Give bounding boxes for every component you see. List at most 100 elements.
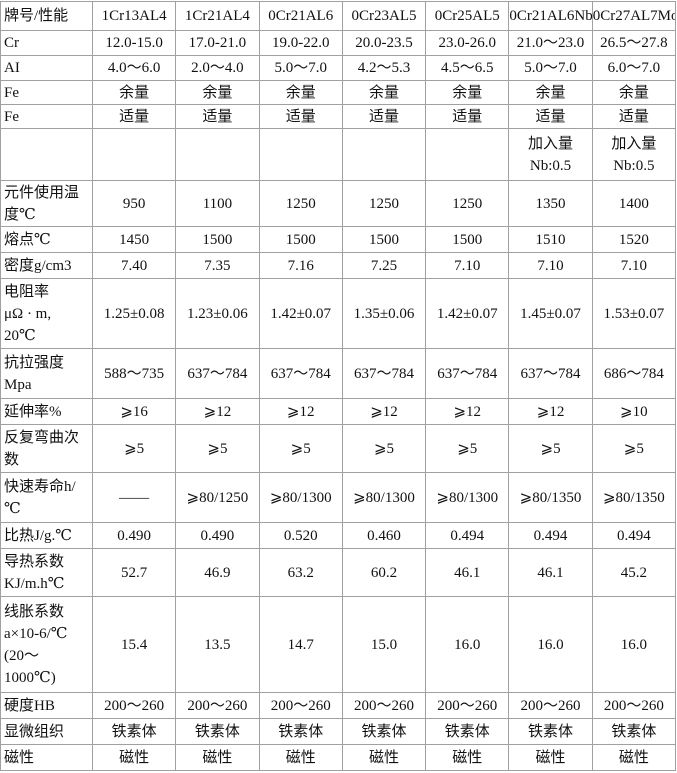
table-cell: 1350 xyxy=(508,180,593,227)
table-cell: ⩾5 xyxy=(425,424,510,473)
table-cell: 1520 xyxy=(591,226,677,253)
row-header-cell: 延伸率% xyxy=(0,398,93,425)
table-cell: 适量 xyxy=(91,104,177,129)
row-header-cell: Fe xyxy=(0,80,93,105)
table-cell: 1100 xyxy=(175,180,260,227)
table-cell: 45.2 xyxy=(591,548,677,597)
row-header-cell: Fe xyxy=(0,104,93,129)
table-cell: 铁素体 xyxy=(91,718,177,745)
table-cell: 1.42±0.07 xyxy=(425,278,510,349)
table-cell: 适量 xyxy=(341,104,427,129)
table-cell: 63.2 xyxy=(258,548,343,597)
table-cell: 950 xyxy=(91,180,177,227)
table-row: 显微组织 铁素体 铁素体 铁素体 铁素体 铁素体 铁素体 铁素体 xyxy=(0,718,677,745)
table-cell: 21.0～23.0 xyxy=(508,30,593,56)
table-cell: 磁性 xyxy=(591,744,677,771)
table-cell: 13.5 xyxy=(175,596,260,693)
table-cell: 余量 xyxy=(91,80,177,105)
row-header-cell: 元件使用温度℃ xyxy=(0,180,93,227)
table-cell: 适量 xyxy=(591,104,677,129)
table-cell: 7.10 xyxy=(508,252,593,279)
row-header-cell: 抗拉强度 Mpa xyxy=(0,348,93,399)
table-cell: 磁性 xyxy=(508,744,593,771)
table-cell: 0.490 xyxy=(175,522,260,549)
table-row: 元件使用温度℃ 950 1100 1250 1250 1250 1350 1400 xyxy=(0,180,677,227)
column-header-cell: 1Cr13AL4 xyxy=(91,1,177,31)
row-header-cell xyxy=(0,128,93,181)
table-cell: 余量 xyxy=(341,80,427,105)
table-cell: ⩾5 xyxy=(508,424,593,473)
table-cell: 1250 xyxy=(341,180,427,227)
table-cell: 1250 xyxy=(258,180,343,227)
table-cell: 14.7 xyxy=(258,596,343,693)
table-cell: 0.520 xyxy=(258,522,343,549)
table-cell xyxy=(425,128,510,181)
table-cell xyxy=(341,128,427,181)
table-cell: 60.2 xyxy=(341,548,427,597)
table-row: 比热J/g.℃ 0.490 0.490 0.520 0.460 0.494 0.494 0.4… xyxy=(0,522,677,549)
table-cell: 余量 xyxy=(508,80,593,105)
table-row: 电阻率 μΩ · m, 20℃ 1.25±0.08 1.23±0.06 1.42±0.… xyxy=(0,278,677,349)
table-cell: 适量 xyxy=(258,104,343,129)
table-cell: 铁素体 xyxy=(175,718,260,745)
table-row: Cr 12.0-15.0 17.0-21.0 19.0-22.0 20.0-23.5 23… xyxy=(0,30,677,56)
table-cell: 15.4 xyxy=(91,596,177,693)
table-cell: 4.2～5.3 xyxy=(341,55,427,81)
table-cell: 铁素体 xyxy=(425,718,510,745)
table-cell: 20.0-23.5 xyxy=(341,30,427,56)
table-row: 线胀系数a×10-6/℃ (20～ 1000℃) 15.4 13.5 14.7 15.0… xyxy=(0,596,677,693)
table-cell: 1500 xyxy=(175,226,260,253)
table-row: 磁性 磁性 磁性 磁性 磁性 磁性 磁性 磁性 xyxy=(0,744,677,771)
table-cell: 铁素体 xyxy=(341,718,427,745)
table-cell: ⩾80/1350 xyxy=(508,472,593,523)
row-header-cell: AI xyxy=(0,55,93,81)
table-cell: 15.0 xyxy=(341,596,427,693)
table-cell: 52.7 xyxy=(91,548,177,597)
table-cell: ⩾12 xyxy=(258,398,343,425)
table-cell: 2.0～4.0 xyxy=(175,55,260,81)
table-cell: 637～784 xyxy=(508,348,593,399)
table-row: 延伸率% ⩾16 ⩾12 ⩾12 ⩾12 ⩾12 ⩾12 ⩾10 xyxy=(0,398,677,425)
table-cell: 12.0-15.0 xyxy=(91,30,177,56)
table-cell: 磁性 xyxy=(341,744,427,771)
column-header-cell: 1Cr21AL4 xyxy=(175,1,260,31)
table-cell: 1510 xyxy=(508,226,593,253)
table-cell: ⩾5 xyxy=(258,424,343,473)
table-cell: 637～784 xyxy=(341,348,427,399)
table-cell: 686～784 xyxy=(591,348,677,399)
table-cell: 637～784 xyxy=(175,348,260,399)
table-row: 抗拉强度 Mpa 588～735 637～784 637～784 637～784 637～… xyxy=(0,348,677,399)
table-cell: 1.42±0.07 xyxy=(258,278,343,349)
table-cell: 1.23±0.06 xyxy=(175,278,260,349)
row-header-cell: 磁性 xyxy=(0,744,93,771)
table-row: 牌号/性能 1Cr13AL4 1Cr21AL4 0Cr21AL6 0Cr23AL5 0Cr… xyxy=(0,1,677,31)
table-cell: 200～260 xyxy=(175,692,260,719)
table-cell: 0.460 xyxy=(341,522,427,549)
table-cell: ⩾5 xyxy=(591,424,677,473)
table-cell: 1.53±0.07 xyxy=(591,278,677,349)
table-cell: —— xyxy=(91,472,177,523)
table-cell: ⩾12 xyxy=(425,398,510,425)
table-cell: 637～784 xyxy=(425,348,510,399)
table-cell: 铁素体 xyxy=(591,718,677,745)
table-cell: 余量 xyxy=(591,80,677,105)
table-cell: 7.10 xyxy=(425,252,510,279)
table-cell: 200～260 xyxy=(425,692,510,719)
table-cell: 磁性 xyxy=(425,744,510,771)
table-cell: 1.35±0.06 xyxy=(341,278,427,349)
table-cell: 16.0 xyxy=(591,596,677,693)
row-header-cell: 导热系数KJ/m.h℃ xyxy=(0,548,93,597)
row-header-cell: 电阻率 μΩ · m, 20℃ xyxy=(0,278,93,349)
table-cell: 加入量 Nb:0.5 xyxy=(591,128,677,181)
table-cell xyxy=(258,128,343,181)
table-cell: 1.45±0.07 xyxy=(508,278,593,349)
table-cell: ⩾16 xyxy=(91,398,177,425)
table-cell: 200～260 xyxy=(341,692,427,719)
table-row: 密度g/cm3 7.40 7.35 7.16 7.25 7.10 7.10 7.10 xyxy=(0,252,677,279)
table-cell: 46.1 xyxy=(425,548,510,597)
table-cell: 23.0-26.0 xyxy=(425,30,510,56)
table-cell: ⩾5 xyxy=(175,424,260,473)
row-header-cell: 快速寿命h/℃ xyxy=(0,472,93,523)
table-cell: ⩾5 xyxy=(91,424,177,473)
